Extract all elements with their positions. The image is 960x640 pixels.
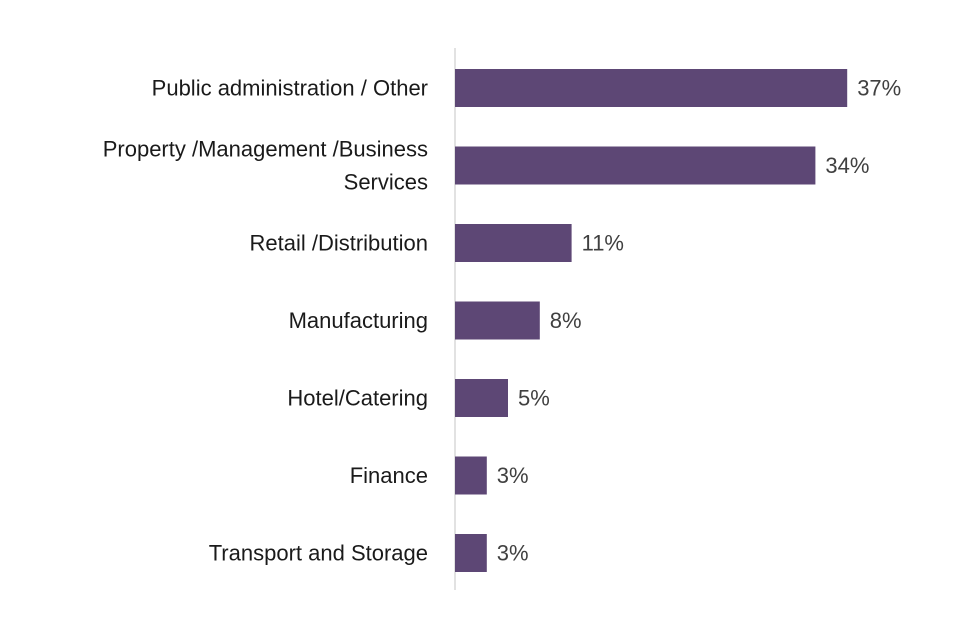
bar-0 [455, 69, 848, 107]
category-labels-group: Public administration / Other Property /M… [103, 76, 428, 566]
value-label-1: 34% [825, 153, 869, 178]
category-label-5: Finance [350, 463, 428, 488]
category-label-line: Finance [350, 463, 428, 488]
category-label-line: Manufacturing [289, 308, 428, 333]
category-label-0: Public administration / Other [152, 76, 428, 101]
category-label-line: Services [344, 170, 428, 195]
category-label-line: Property /Management /Business [103, 137, 428, 162]
category-label-6: Transport and Storage [209, 541, 428, 566]
value-labels-group: 37% 34% 11% 8% 5% 3% 3% [497, 76, 901, 566]
category-label-line: Hotel/Catering [287, 386, 428, 411]
category-label-1: Property /Management /Business Services [103, 137, 428, 195]
category-label-line: Retail /Distribution [249, 231, 428, 256]
category-label-4: Hotel/Catering [287, 386, 428, 411]
category-label-line: Transport and Storage [209, 541, 428, 566]
value-label-4: 5% [518, 386, 550, 411]
bar-4 [455, 379, 508, 417]
bar-3 [455, 301, 540, 340]
bar-5 [455, 456, 487, 495]
value-label-3: 8% [550, 308, 582, 333]
bar-6 [455, 534, 487, 572]
value-label-0: 37% [857, 76, 901, 101]
bar-1 [455, 146, 816, 185]
value-label-5: 3% [497, 463, 529, 488]
category-label-line: Public administration / Other [152, 76, 428, 101]
bar-2 [455, 224, 572, 262]
value-label-6: 3% [497, 541, 529, 566]
bars-group [455, 69, 848, 572]
category-label-2: Retail /Distribution [249, 231, 428, 256]
category-label-3: Manufacturing [289, 308, 428, 333]
value-label-2: 11% [582, 231, 624, 256]
